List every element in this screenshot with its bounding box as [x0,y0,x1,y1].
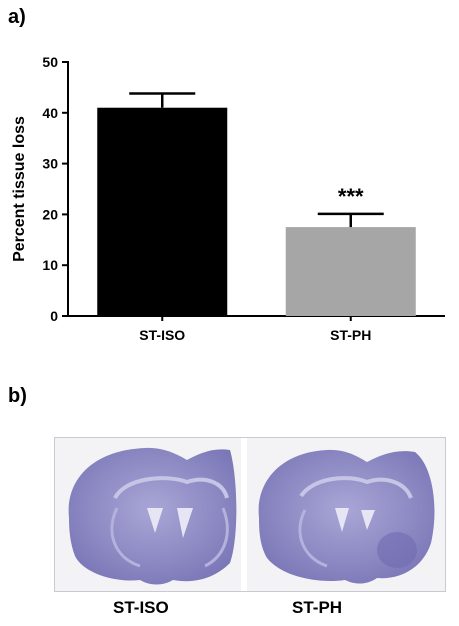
bar-st-iso [97,107,228,316]
brain-section-photos [54,437,446,592]
brain-section-drawing [68,438,435,591]
bar-st-ph [285,227,416,316]
y-tick-label: 20 [42,206,58,222]
y-tick-label: 10 [42,257,58,273]
y-tick-label: 40 [42,105,58,121]
brain-section-st-ph [258,449,435,584]
photo-caption-st-iso: ST-ISO [113,598,169,617]
significance-annotation: *** [338,184,364,209]
photo-caption-st-ph: ST-PH [292,598,343,617]
brain-section-st-iso [68,447,237,585]
y-tick-label: 50 [42,54,58,70]
x-tick-label-st-ph: ST-PH [330,327,371,343]
panel-a-label: a) [8,6,26,28]
y-axis-label: Percent tissue loss [11,116,28,262]
panel-b-label: b) [8,385,27,407]
y-tick-label: 30 [42,156,58,172]
x-tick-label-st-iso: ST-ISO [139,327,185,343]
photo-divider [241,438,247,591]
bar-chart: 0 10 20 30 40 50 Percent tissue loss ST-ISO ST-P… [11,54,445,343]
y-tick-label: 0 [50,308,58,324]
